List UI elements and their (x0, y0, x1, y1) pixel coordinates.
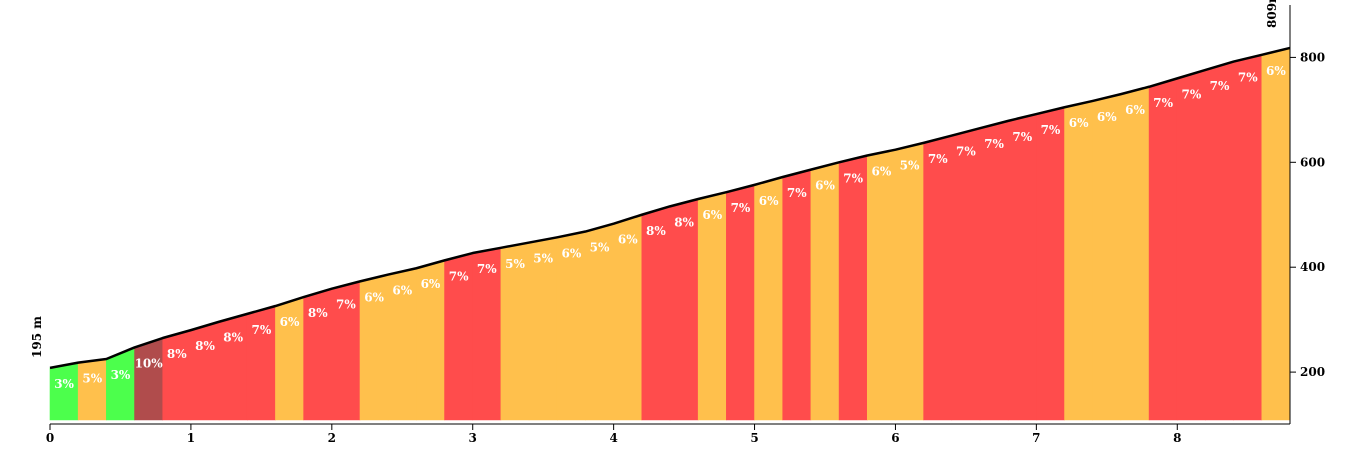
grade-segment (951, 127, 981, 421)
y-tick-label: 200 (1300, 365, 1325, 379)
grade-segment (697, 191, 727, 421)
grade-segment (810, 161, 840, 421)
grade-label: 7% (1041, 123, 1061, 137)
grade-segment (1261, 47, 1291, 421)
grade-label: 6% (1069, 116, 1089, 130)
grade-label: 6% (1125, 103, 1145, 117)
grade-label: 6% (702, 208, 722, 222)
grade-segment (77, 358, 107, 421)
grade-label: 7% (1238, 71, 1258, 85)
grade-segment (190, 321, 220, 421)
grade-label: 6% (759, 194, 779, 208)
grade-label: 10% (135, 356, 164, 370)
grade-label: 5% (82, 372, 102, 386)
grade-segment (923, 135, 953, 421)
grade-label: 7% (251, 323, 271, 337)
grade-segment (866, 149, 896, 421)
grade-label: 8% (195, 339, 215, 353)
grade-label: 5% (505, 257, 525, 271)
y-tick-label: 600 (1300, 155, 1325, 169)
grade-labels: 3% 5% 3%10%8%8%8%7%6%8%7%6% 6% 6%7%7% 5% 5% 6% 5… (54, 64, 1286, 391)
grade-label: 6% (421, 277, 441, 291)
grade-label: 6% (1097, 110, 1117, 124)
y-tick-label: 800 (1300, 50, 1325, 64)
y-axis-ticks: 200 400 600 800 (1290, 50, 1325, 379)
grade-segment (1092, 93, 1122, 421)
grade-label: 6% (815, 179, 835, 193)
grade-segments (49, 47, 1291, 421)
grade-label: 8% (646, 224, 666, 238)
x-tick-label: 6 (891, 431, 899, 445)
grade-label: 8% (308, 306, 328, 320)
grade-label: 3% (54, 377, 74, 391)
grade-label: 7% (928, 152, 948, 166)
grade-label: 7% (731, 201, 751, 215)
grade-label: 7% (336, 298, 356, 312)
grade-segment (1148, 77, 1178, 421)
grade-label: 6% (392, 284, 412, 298)
grade-label: 7% (1153, 96, 1173, 110)
elevation-profile-line (49, 46, 1291, 370)
grade-label: 6% (364, 290, 384, 304)
x-tick-label: 4 (609, 431, 617, 445)
grade-label: 5% (590, 241, 610, 255)
grade-label: 8% (167, 347, 187, 361)
grade-label: 6% (561, 246, 581, 260)
grade-label: 8% (674, 215, 694, 229)
grade-label: 6% (1266, 64, 1286, 78)
grade-label: 6% (280, 315, 300, 329)
grade-label: 7% (787, 186, 807, 200)
grade-segment (1007, 113, 1037, 421)
x-tick-label: 5 (750, 431, 758, 445)
grade-label: 7% (1210, 79, 1230, 93)
grade-segment (1064, 100, 1094, 421)
grade-label: 8% (223, 331, 243, 345)
x-tick-label: 8 (1173, 431, 1181, 445)
y-tick-label: 400 (1300, 260, 1325, 274)
grade-label: 7% (1181, 87, 1201, 101)
x-tick-label: 7 (1032, 431, 1040, 445)
grade-label: 7% (843, 171, 863, 185)
grade-segment (49, 362, 79, 421)
grade-segment (1120, 86, 1150, 421)
grade-label: 7% (449, 269, 469, 283)
grade-label: 5% (533, 252, 553, 266)
grade-label: 7% (477, 262, 497, 276)
grade-label: 7% (984, 137, 1004, 151)
grade-segment (669, 198, 699, 421)
grade-segment (1036, 106, 1065, 421)
grade-segment (726, 184, 755, 421)
grade-label: 7% (1012, 130, 1032, 144)
x-axis-ticks: 0 1 2 3 4 5 6 7 8 (46, 424, 1181, 445)
grade-label: 7% (956, 145, 976, 159)
grade-segment (1233, 54, 1263, 421)
grade-segment (895, 142, 924, 421)
grade-segment (1205, 61, 1234, 421)
grade-segment (838, 155, 868, 421)
x-tick-label: 1 (187, 431, 195, 445)
end-elevation-label: 809m (1265, 0, 1279, 28)
grade-segment (754, 176, 784, 421)
grade-segment (1176, 69, 1206, 421)
grade-label: 6% (618, 233, 638, 247)
grade-segment (134, 337, 164, 421)
grade-segment (979, 120, 1009, 421)
grade-label: 3% (111, 368, 131, 382)
grade-segment (641, 205, 671, 421)
start-elevation-label: 195 m (30, 316, 44, 358)
x-tick-label: 0 (46, 431, 54, 445)
grade-segment (782, 169, 812, 421)
grade-segment (162, 329, 192, 421)
grade-label: 5% (900, 159, 920, 173)
x-tick-label: 3 (469, 431, 477, 445)
x-tick-label: 2 (328, 431, 336, 445)
grade-label: 6% (871, 164, 891, 178)
